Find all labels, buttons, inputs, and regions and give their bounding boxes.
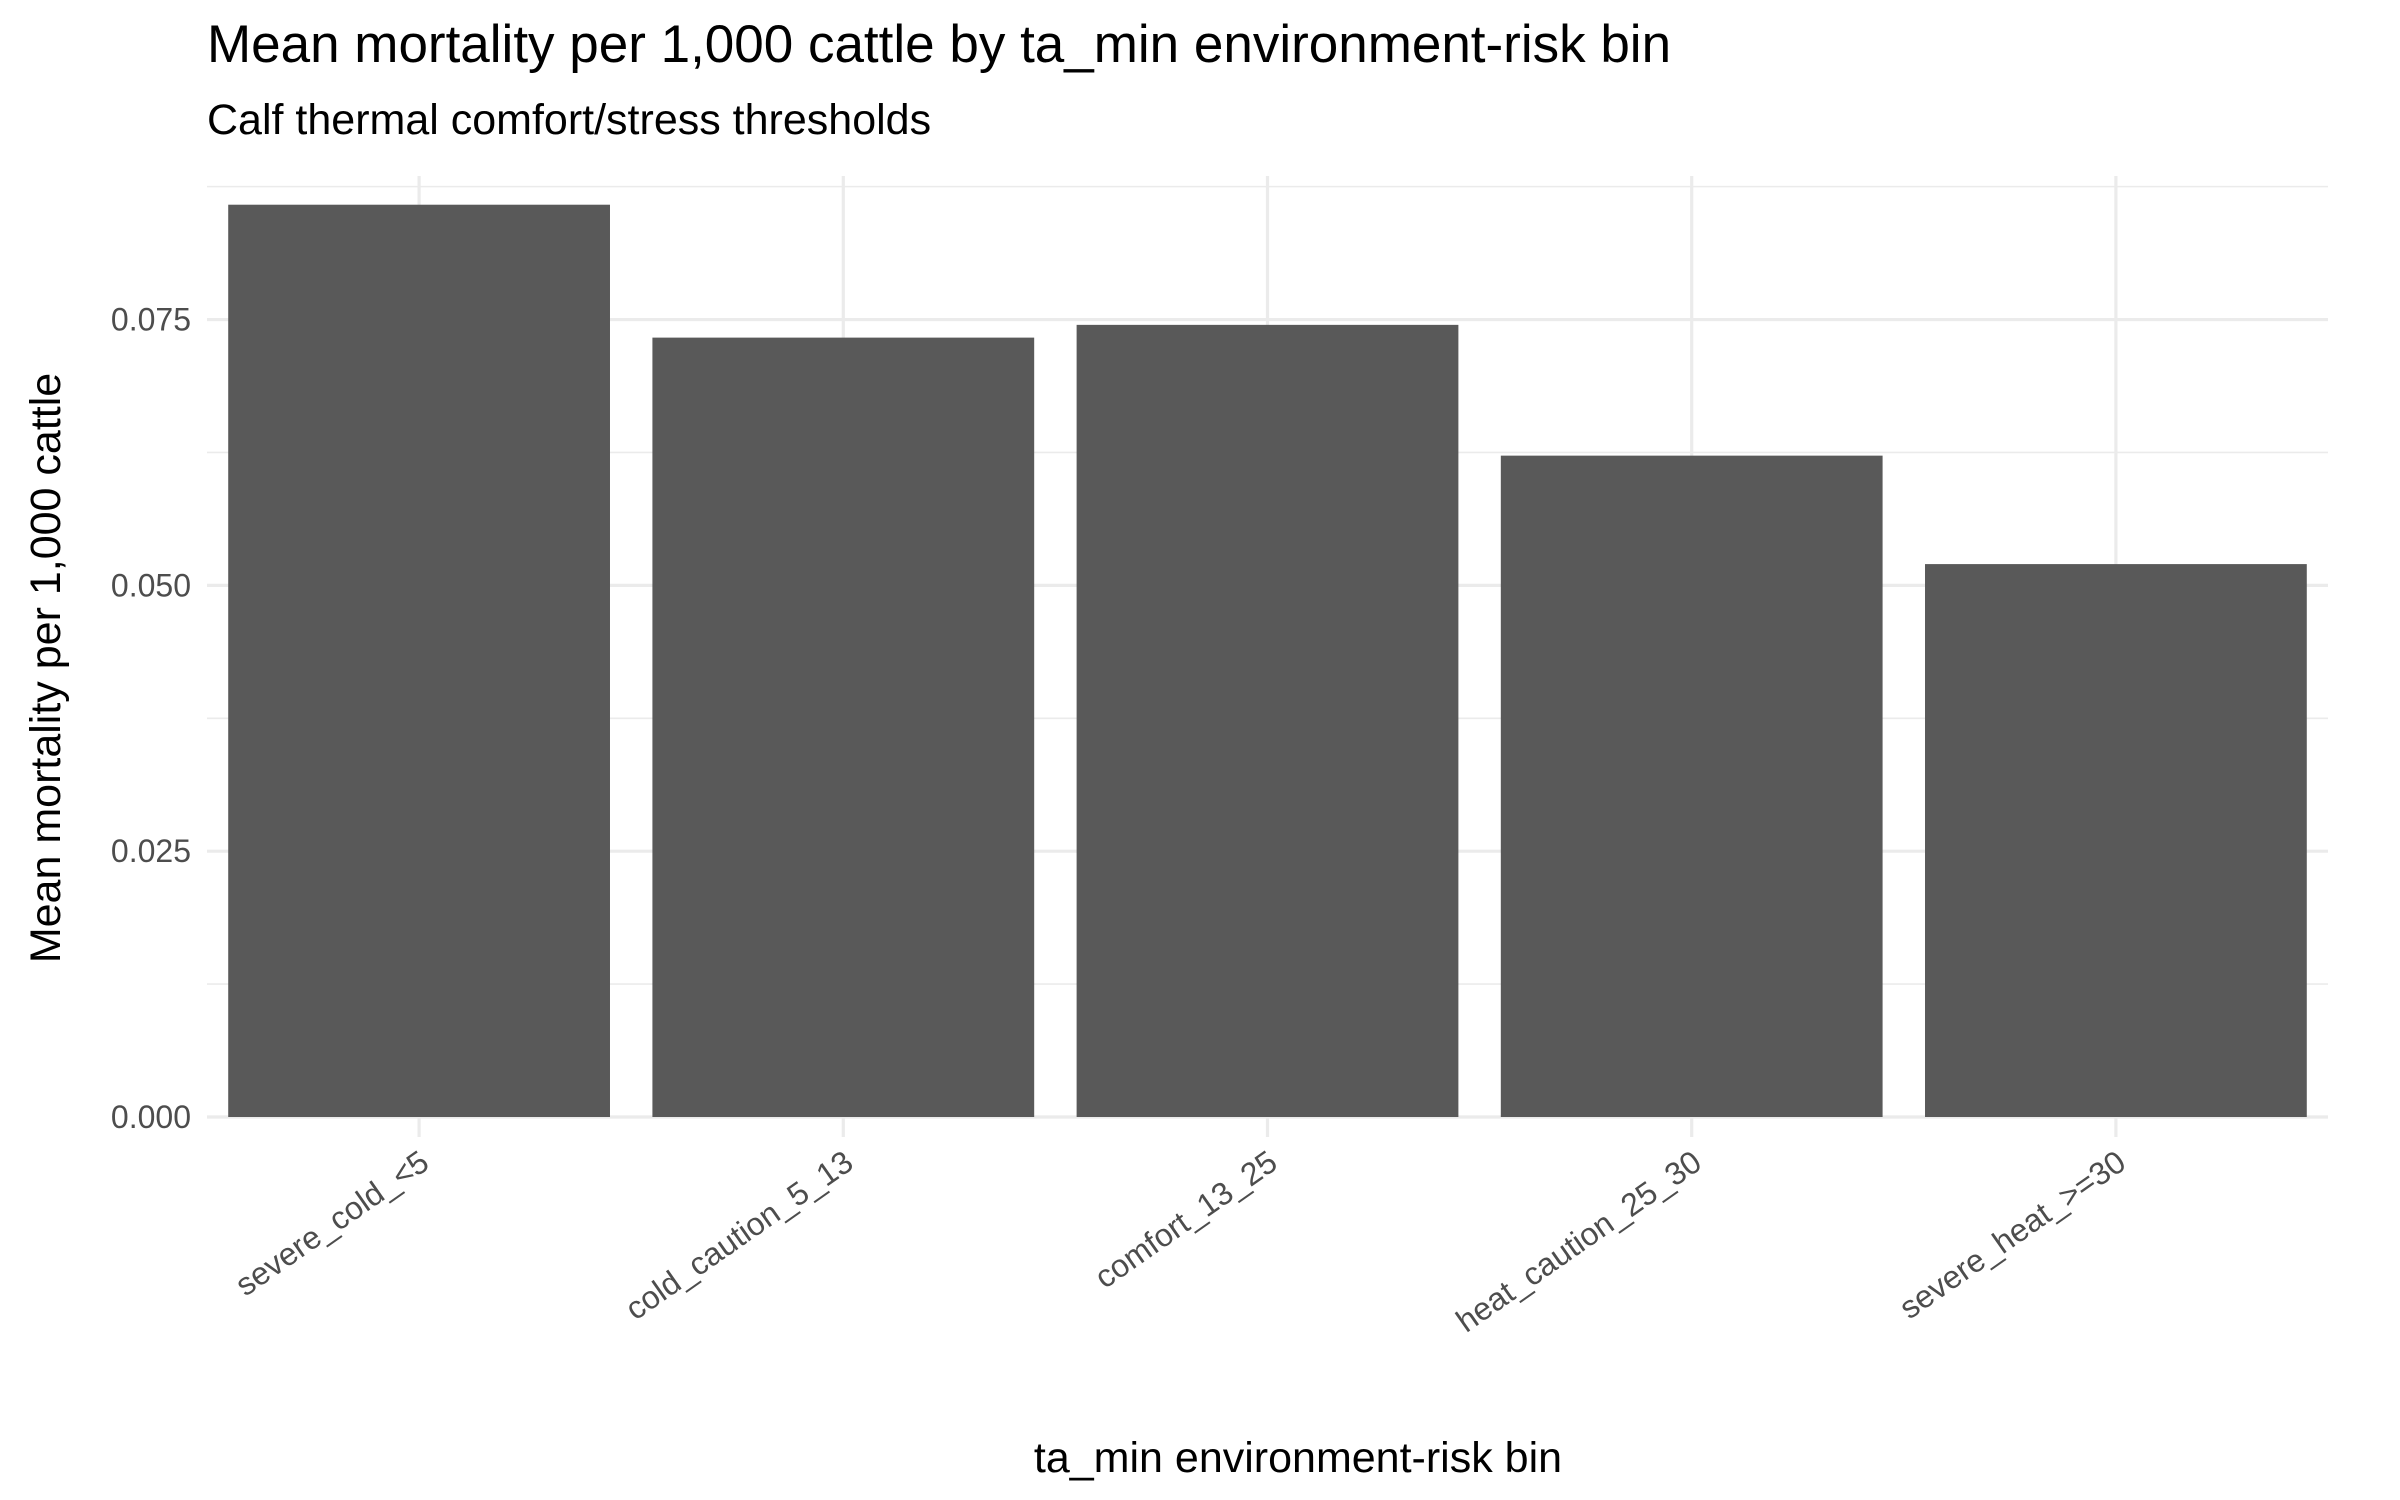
x-axis-title: ta_min environment-risk bin: [1034, 1434, 1562, 1482]
y-axis-title: Mean mortality per 1,000 cattle: [22, 373, 70, 963]
bar-3: [1500, 455, 1883, 1117]
y-tick-label: 0.050: [111, 567, 191, 603]
x-axis-ticks: severe_cold_<5 cold_caution_5_13 comfort_1…: [229, 1143, 2132, 1339]
y-tick-label: 0.075: [111, 302, 191, 338]
x-tick-label: cold_caution_5_13: [619, 1143, 860, 1327]
x-tick-label: comfort_13_25: [1088, 1143, 1284, 1295]
y-axis-ticks: 0.000 0.025 0.050 0.075: [111, 302, 191, 1135]
bar-4: [1925, 564, 2307, 1117]
chart-subtitle: Calf thermal comfort/stress thresholds: [207, 96, 932, 144]
x-tick-label: severe_heat_>=30: [1893, 1143, 2132, 1326]
x-tick-label: heat_caution_25_30: [1449, 1143, 1707, 1339]
bar-2: [1076, 324, 1459, 1117]
bars: [228, 204, 2307, 1118]
bar-1: [652, 337, 1035, 1118]
x-tick-label: severe_cold_<5: [229, 1143, 435, 1303]
chart-title: Mean mortality per 1,000 cattle by ta_mi…: [207, 15, 1672, 74]
y-tick-label: 0.000: [111, 1099, 191, 1135]
bar-0: [228, 204, 610, 1117]
y-tick-label: 0.025: [111, 833, 191, 869]
